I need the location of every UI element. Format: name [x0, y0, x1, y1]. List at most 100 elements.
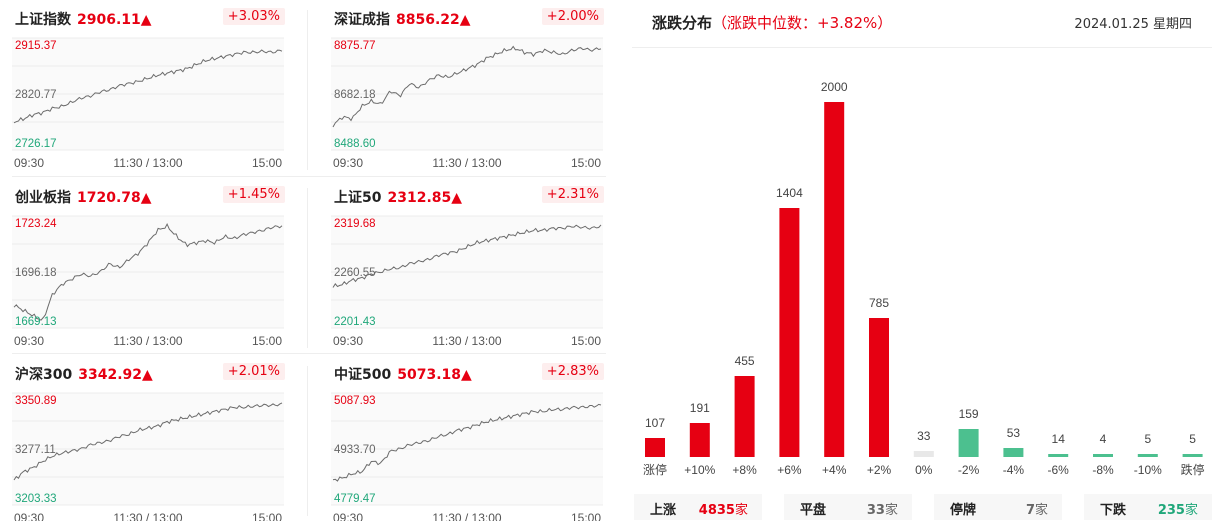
index-price-line: [332, 224, 602, 288]
bar-category-label: -6%: [1048, 463, 1070, 477]
y-tick-mid: 3277.11: [15, 444, 56, 456]
distribution-bar: [1048, 454, 1069, 457]
y-tick-high: 3350.89: [15, 395, 57, 407]
distribution-bar: [1003, 448, 1024, 457]
index-panel[interactable]: 上证50 2312.85▲ +2.31% 2319.68 2260.55 2201.43 0…: [331, 178, 607, 353]
summary-value: 7家: [1025, 503, 1048, 518]
summary-unit: 家: [734, 503, 748, 518]
x-tick-label: 15:00: [252, 156, 282, 170]
bar-category-label: -4%: [1003, 463, 1025, 477]
index-name: 上证指数: [15, 12, 71, 28]
x-tick-label: 15:00: [252, 334, 282, 348]
index-price: 1720.78▲: [77, 190, 152, 206]
distribution-title: 涨跌分布（涨跌中位数：+3.82%）: [652, 12, 892, 33]
distribution-bar-group: 53 -4%: [1003, 426, 1025, 477]
bar-value-label: 5: [1144, 432, 1151, 446]
distribution-bar-group: 159 -2%: [958, 407, 980, 477]
y-tick-low: 3203.33: [15, 493, 57, 505]
distribution-bar: [645, 438, 665, 457]
index-change-badge: +2.00%: [541, 8, 604, 25]
distribution-bar: [869, 318, 889, 457]
distribution-bar-group: 455 +8%: [732, 354, 757, 477]
index-title: 深证成指 8856.22▲: [334, 9, 471, 29]
y-tick-low: 4779.47: [334, 493, 376, 505]
y-tick-mid: 4933.70: [334, 444, 376, 456]
bar-category-label: -10%: [1134, 463, 1162, 477]
date-label: 2024.01.25 星期四: [1074, 17, 1192, 32]
index-price: 2906.11▲: [77, 12, 152, 28]
distribution-bar: [734, 376, 755, 457]
distribution-bar-group: 191 +10%: [684, 401, 715, 477]
distribution-bar-group: 5 跌停: [1181, 432, 1205, 477]
distribution-bar: [913, 451, 934, 457]
distribution-bar: [1137, 454, 1158, 457]
index-panel[interactable]: 沪深300 3342.92▲ +2.01% 3350.89 3277.11 3203.33…: [12, 355, 288, 521]
y-tick-mid: 8682.18: [334, 89, 376, 101]
index-name: 创业板指: [15, 190, 71, 206]
summary-label: 平盘: [800, 503, 827, 518]
index-intraday-chart: 2319.68 2260.55 2201.43 09:30 11:30 / 13:00 1…: [331, 215, 603, 348]
bar-category-label: 0%: [915, 463, 933, 477]
bar-value-label: 107: [645, 416, 665, 430]
summary-label: 上涨: [650, 503, 677, 518]
index-title: 创业板指 1720.78▲: [15, 187, 152, 207]
x-tick-label: 15:00: [252, 511, 282, 521]
y-tick-low: 2726.17: [15, 138, 57, 150]
bar-category-label: 涨停: [643, 462, 667, 477]
distribution-title-text: 涨跌分布: [652, 14, 713, 32]
summary-value: 235家: [1157, 503, 1198, 518]
x-tick-label: 11:30 / 13:00: [432, 156, 501, 170]
index-panel[interactable]: 深证成指 8856.22▲ +2.00% 8875.77 8682.18 8488.60 0…: [331, 0, 607, 175]
distribution-bar-group: 2000 +4%: [821, 80, 848, 477]
bar-category-label: +2%: [867, 463, 892, 477]
index-change-badge: +2.31%: [541, 186, 604, 203]
bar-category-label: +10%: [684, 463, 715, 477]
x-tick-label: 09:30: [14, 334, 44, 348]
x-tick-label: 09:30: [333, 334, 363, 348]
bar-category-label: +8%: [732, 463, 757, 477]
y-tick-mid: 2260.55: [334, 267, 376, 279]
summary-value: 33家: [866, 503, 898, 518]
divider: [307, 188, 308, 348]
summary-item: 上涨 4835家: [634, 494, 762, 520]
index-change-badge: +1.45%: [222, 186, 285, 203]
index-title: 上证指数 2906.11▲: [15, 9, 152, 29]
bar-value-label: 53: [1007, 426, 1021, 440]
divider: [12, 353, 606, 354]
index-price-line: [13, 49, 283, 124]
distribution-bar-group: 785 +2%: [867, 296, 892, 477]
divider: [307, 366, 308, 516]
y-tick-mid: 1696.18: [15, 267, 57, 279]
distribution-bar-group: 14 -6%: [1048, 432, 1070, 477]
summary-label: 停牌: [950, 503, 977, 518]
summary-item: 下跌 235家: [1084, 494, 1212, 520]
index-intraday-chart: 8875.77 8682.18 8488.60 09:30 11:30 / 13:00 1…: [331, 37, 603, 170]
index-name: 上证50: [334, 190, 382, 206]
bar-value-label: 1404: [776, 186, 803, 200]
index-panel[interactable]: 上证指数 2906.11▲ +3.03% 2915.37 2820.77 2726.17 0…: [12, 0, 288, 175]
distribution-bar-group: 5 -10%: [1134, 432, 1162, 477]
x-tick-label: 11:30 / 13:00: [113, 156, 182, 170]
distribution-bar-group: 107 涨停: [643, 416, 667, 477]
summary-item: 停牌 7家: [934, 494, 1062, 520]
bar-value-label: 33: [917, 429, 931, 443]
y-tick-low: 8488.60: [334, 138, 376, 150]
divider: [12, 176, 606, 177]
x-tick-label: 09:30: [14, 156, 44, 170]
distribution-bar: [689, 423, 710, 457]
x-tick-label: 09:30: [14, 511, 44, 521]
x-tick-label: 09:30: [333, 511, 363, 521]
index-panel[interactable]: 中证500 5073.18▲ +2.83% 5087.93 4933.70 4779.47…: [331, 355, 607, 521]
x-tick-label: 11:30 / 13:00: [113, 511, 182, 521]
index-panel[interactable]: 创业板指 1720.78▲ +1.45% 1723.24 1696.18 1669.13 0…: [12, 178, 288, 353]
y-tick-high: 5087.93: [334, 395, 376, 407]
x-tick-label: 15:00: [571, 511, 601, 521]
index-name: 深证成指: [334, 12, 390, 28]
index-price: 5073.18▲: [397, 367, 472, 383]
distribution-bar-chart: 107涨停191+10%455+8%1404+6%2000+4%785+2%33…: [643, 80, 1205, 477]
index-price: 8856.22▲: [396, 12, 471, 28]
index-name: 中证500: [334, 367, 392, 383]
distribution-bar: [824, 102, 845, 457]
x-tick-label: 11:30 / 13:00: [432, 334, 501, 348]
x-tick-label: 11:30 / 13:00: [113, 334, 182, 348]
